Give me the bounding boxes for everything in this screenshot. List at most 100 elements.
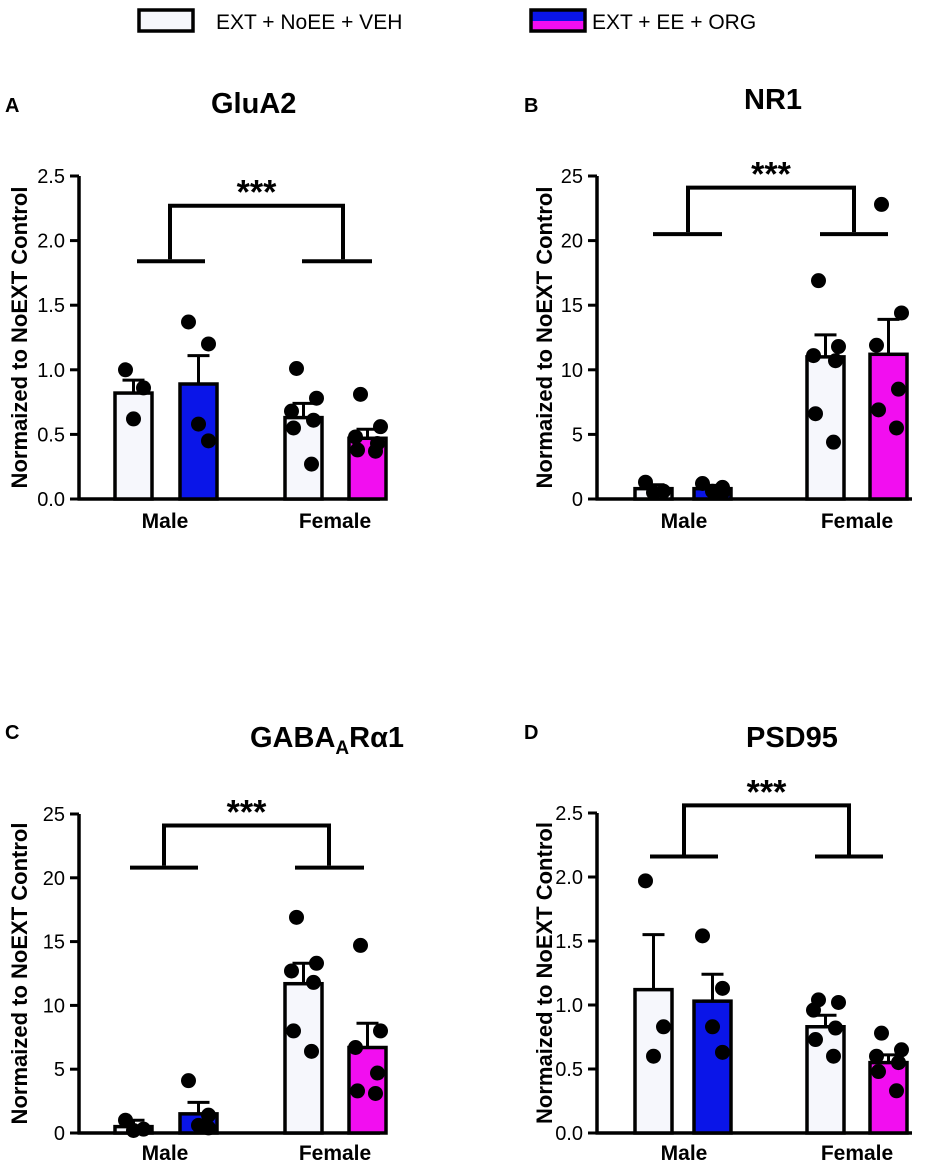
data-point bbox=[891, 381, 906, 397]
data-point bbox=[828, 353, 843, 369]
panel-title: PSD95 bbox=[746, 722, 838, 754]
y-tick-label: 2.0 bbox=[555, 867, 583, 889]
x-category-label: Male bbox=[142, 1142, 189, 1162]
data-point bbox=[368, 1085, 383, 1101]
y-axis-label: Normaized to NoEXT Control bbox=[7, 187, 32, 489]
y-tick-label: 0.5 bbox=[37, 424, 65, 446]
y-axis-label: Normaized to NoEXT Control bbox=[532, 822, 557, 1124]
y-tick-label: 1.5 bbox=[555, 931, 583, 953]
significance-label: *** bbox=[227, 793, 267, 831]
data-point bbox=[304, 456, 319, 472]
y-tick-label: 2.0 bbox=[37, 231, 65, 253]
data-point bbox=[808, 406, 823, 422]
title-main: NR1 bbox=[744, 84, 802, 116]
significance-label: *** bbox=[747, 773, 787, 811]
data-point bbox=[891, 1055, 906, 1071]
y-tick-label: 15 bbox=[561, 295, 583, 317]
data-point bbox=[715, 1044, 730, 1060]
legend-swatch-veh bbox=[137, 8, 195, 33]
data-point bbox=[889, 420, 904, 436]
data-point bbox=[289, 909, 304, 925]
data-point bbox=[353, 386, 368, 402]
title-main: GABA bbox=[250, 722, 335, 754]
data-point bbox=[869, 337, 884, 353]
data-point bbox=[705, 1019, 720, 1035]
y-axis-label: Normaized to NoEXT Control bbox=[532, 187, 557, 489]
data-point bbox=[126, 411, 141, 427]
data-point bbox=[350, 442, 365, 458]
legend: EXT + NoEE + VEH EXT + EE + ORG bbox=[137, 8, 756, 34]
significance-bracket bbox=[686, 185, 856, 233]
y-tick-label: 5 bbox=[572, 424, 583, 446]
y-tick-label: 20 bbox=[43, 868, 65, 890]
legend-swatch-org-top bbox=[531, 10, 585, 21]
data-point bbox=[286, 420, 301, 436]
data-point bbox=[370, 1065, 385, 1081]
data-point bbox=[118, 362, 133, 378]
data-point bbox=[201, 1120, 216, 1136]
data-point bbox=[373, 1023, 388, 1039]
data-point bbox=[306, 974, 321, 990]
data-point bbox=[869, 1048, 884, 1064]
significance-bracket bbox=[168, 203, 345, 260]
y-tick-label: 1.0 bbox=[555, 995, 583, 1017]
data-point bbox=[811, 273, 826, 289]
significance-label: *** bbox=[751, 156, 791, 194]
y-tick-label: 5 bbox=[54, 1059, 65, 1081]
data-point bbox=[806, 1002, 821, 1018]
data-point bbox=[350, 1083, 365, 1099]
y-tick-label: 15 bbox=[43, 932, 65, 954]
data-point bbox=[646, 485, 661, 501]
data-point bbox=[831, 339, 846, 355]
data-point bbox=[304, 1043, 319, 1059]
x-category-label: Male bbox=[661, 510, 708, 533]
data-point bbox=[871, 402, 886, 418]
panel-label: A bbox=[5, 95, 19, 117]
data-point bbox=[715, 485, 730, 501]
y-tick-label: 2.5 bbox=[37, 166, 65, 188]
x-category-label: Female bbox=[821, 510, 893, 533]
y-tick-label: 10 bbox=[43, 995, 65, 1017]
data-point bbox=[874, 196, 889, 212]
data-point bbox=[191, 416, 206, 432]
panel-title: GluA2 bbox=[211, 88, 296, 120]
significance-bracket bbox=[162, 823, 331, 866]
data-point bbox=[715, 980, 730, 996]
x-category-label: Female bbox=[299, 1142, 371, 1162]
legend-label-org: EXT + EE + ORG bbox=[592, 11, 756, 34]
data-point bbox=[306, 412, 321, 428]
title-main: GluA2 bbox=[211, 88, 296, 120]
panel-label: B bbox=[524, 95, 538, 117]
y-tick-label: 1.0 bbox=[37, 360, 65, 382]
data-point bbox=[201, 1107, 216, 1123]
data-point bbox=[695, 928, 710, 944]
y-tick-label: 0 bbox=[572, 489, 583, 511]
significance-label: *** bbox=[237, 174, 277, 212]
data-point bbox=[806, 348, 821, 364]
x-category-label: Male bbox=[142, 510, 189, 533]
data-point bbox=[181, 314, 196, 330]
legend-label-veh: EXT + NoEE + VEH bbox=[216, 11, 402, 34]
bar bbox=[113, 391, 154, 501]
panel-label: D bbox=[524, 722, 538, 744]
data-point bbox=[894, 305, 909, 321]
data-point bbox=[646, 1048, 661, 1064]
x-category-label: Male bbox=[661, 1142, 708, 1162]
data-point bbox=[808, 1032, 823, 1048]
panel-title: GABAARα1 bbox=[250, 722, 404, 759]
y-tick-label: 10 bbox=[561, 360, 583, 382]
data-point bbox=[286, 1023, 301, 1039]
data-point bbox=[118, 1112, 133, 1128]
x-category-label: Female bbox=[821, 1142, 893, 1162]
panel-title: NR1 bbox=[744, 84, 802, 116]
data-point bbox=[126, 1122, 141, 1138]
panel-b: B NR1 Normaized to NoEXT Control 0 5 10 15 20 25… bbox=[524, 84, 912, 533]
legend-swatch-org-bottom bbox=[531, 21, 585, 31]
legend-swatch-org-border bbox=[529, 8, 587, 33]
bar bbox=[283, 981, 324, 1135]
data-point bbox=[284, 403, 299, 419]
data-point bbox=[309, 955, 324, 971]
data-point bbox=[181, 1073, 196, 1089]
